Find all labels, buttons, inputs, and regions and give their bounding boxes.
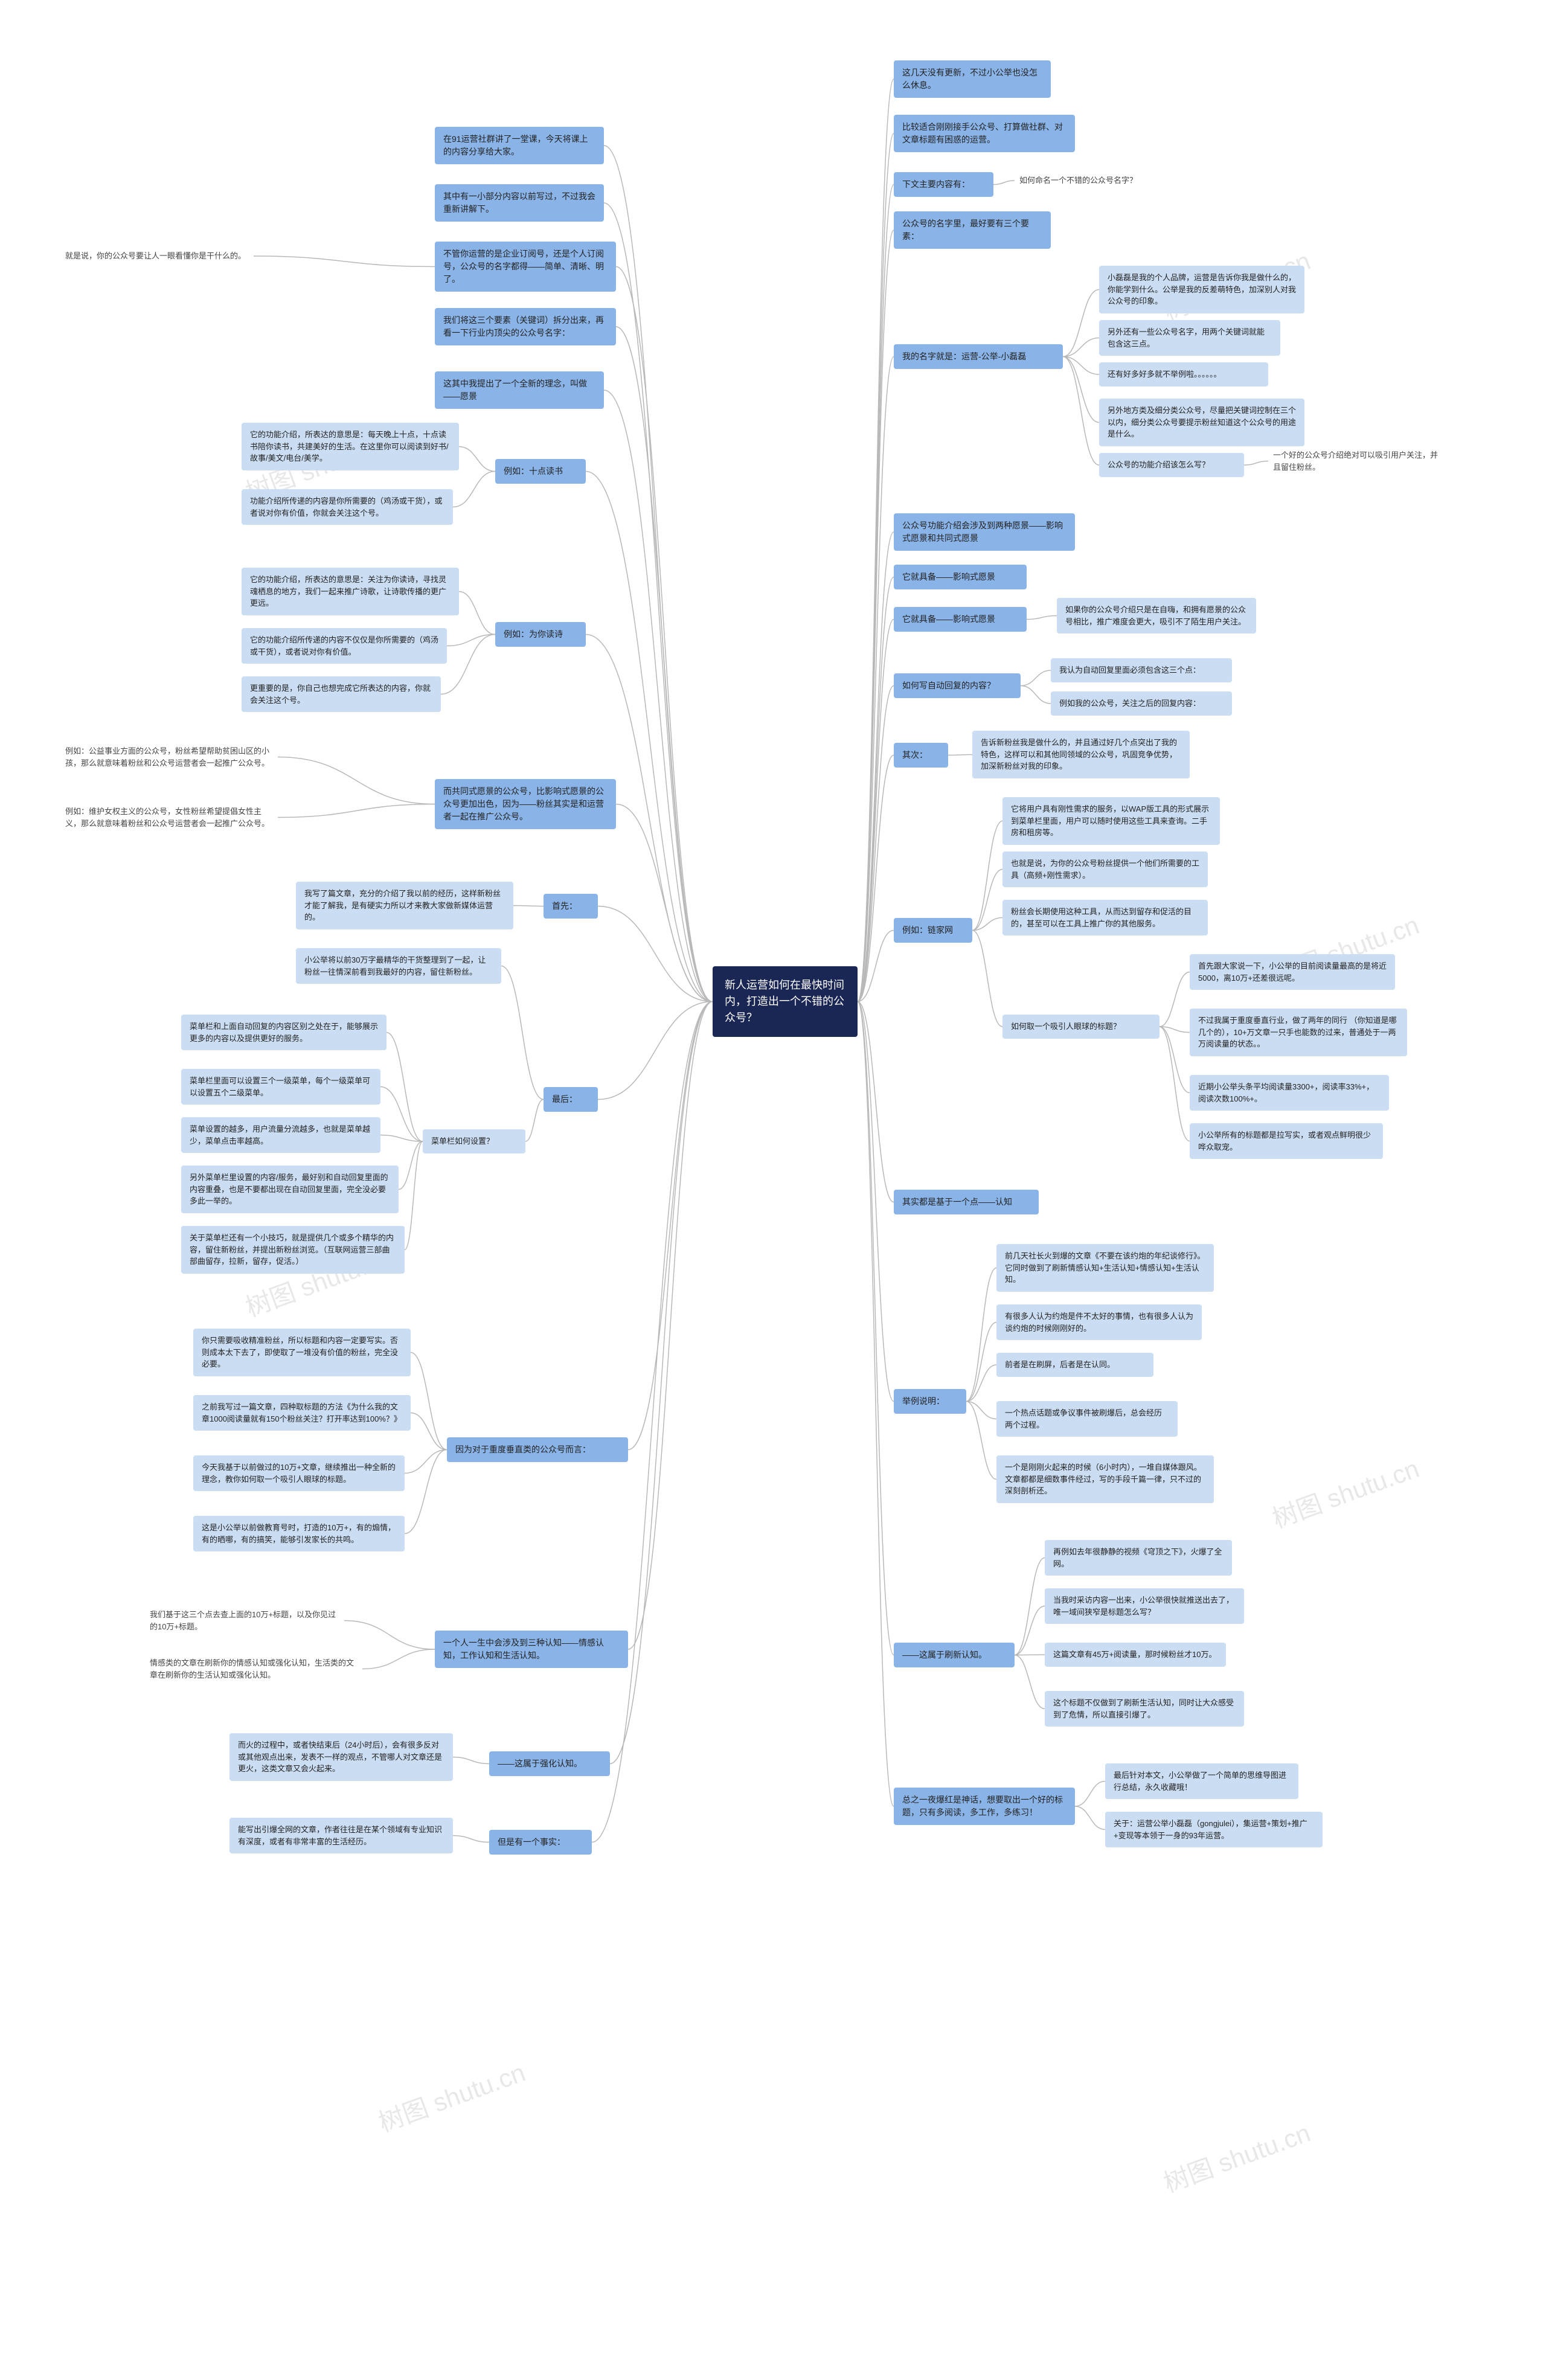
mindmap-node: 但是有一个事实： (489, 1830, 592, 1855)
mindmap-node: 首先跟大家说一下，小公举的目前阅读量最高的是将近5000，离10万+还差很远呢。 (1190, 954, 1395, 990)
mindmap-node: 而火的过程中，或者快结束后（24小时后），会有很多反对或其他观点出来，发表不一样… (229, 1733, 453, 1781)
watermark: 树图 shutu.cn (373, 2052, 530, 2139)
mindmap-node: 其次： (894, 743, 948, 768)
mindmap-node: 如何写自动回复的内容？ (894, 673, 1021, 698)
mindmap-node: 有很多人认为约炮是件不太好的事情，也有很多人认为谈约炮的时候刚刚好的。 (996, 1304, 1202, 1340)
mindmap-canvas: 树图 shutu.cn树图 shutu.cn树图 shutu.cn树图 shut… (12, 24, 1534, 2355)
mindmap-node: 也就是说，为你的公众号粉丝提供一个他们所需要的工具（高频+刚性需求）。 (1002, 852, 1208, 887)
mindmap-node: 能写出引爆全网的文章，作者往往是在某个领域有专业知识有深度，或者有非常丰富的生活… (229, 1818, 453, 1853)
mindmap-node: 粉丝会长期使用这种工具，从而达到留存和促活的目的，甚至可以在工具上推广你的其他服… (1002, 900, 1208, 935)
mindmap-node: 比较适合刚刚接手公众号、打算做社群、对文章标题有困惑的运营。 (894, 115, 1075, 152)
mindmap-node: 一个好的公众号介绍绝对可以吸引用户关注，并且留住粉丝。 (1268, 447, 1449, 475)
mindmap-node: 在91运营社群讲了一堂课，今天将课上的内容分享给大家。 (435, 127, 604, 164)
mindmap-node: 这是小公举以前做教育号时，打造的10万+，有的煽情，有的晒哪，有的搞笑，能够引发… (193, 1516, 405, 1551)
mindmap-node: 我们基于这三个点去查上面的10万+标题，以及你见过的10万+标题。 (145, 1606, 344, 1635)
mindmap-node: 例如：公益事业方面的公众号，粉丝希望帮助贫困山区的小孩，那么就意味着粉丝和公众号… (60, 743, 278, 771)
mindmap-node: 菜单栏如何设置？ (423, 1129, 525, 1153)
mindmap-node: 更重要的是，你自己也想完成它所表达的内容，你就会关注这个号。 (242, 676, 441, 712)
mindmap-node: 小公举所有的标题都是拉写实，或者观点鲜明很少哗众取宠。 (1190, 1123, 1383, 1159)
mindmap-node: 总之一夜爆红是神话，想要取出一个好的标题，只有多阅读，多工作，多练习！ (894, 1788, 1075, 1825)
mindmap-node: 如果你的公众号介绍只是在自嗨，和拥有愿景的公众号相比，推广难度会更大，吸引不了陌… (1057, 598, 1256, 633)
mindmap-node: 这其中我提出了一个全新的理念，叫做——愿景 (435, 371, 604, 409)
mindmap-node: 它的功能介绍，所表达的意思是：关注为你读诗，寻找灵魂栖息的地方，我们一起来推广诗… (242, 568, 459, 615)
mindmap-node: 例如：维护女权主义的公众号，女性粉丝希望提倡女性主义，那么就意味着粉丝和公众号运… (60, 803, 278, 832)
mindmap-node: 公众号的名字里，最好要有三个要素： (894, 211, 1051, 249)
mindmap-node: 小公举将以前30万字最精华的干货整理到了一起，让粉丝一往情深前看到我最好的内容，… (296, 948, 501, 984)
mindmap-node: 另外菜单栏里设置的内容/服务，最好别和自动回复里面的内容重叠，也是不要都出现在自… (181, 1166, 399, 1213)
mindmap-node: 还有好多好多就不举例啦。。。。。。 (1099, 362, 1268, 387)
mindmap-node: 而共同式愿景的公众号，比影响式愿景的公众号更加出色，因为——粉丝其实是和运营者一… (435, 779, 616, 829)
mindmap-node: 例如：十点读书 (495, 459, 586, 484)
mindmap-node: 另外地方类及细分类公众号，尽量把关键词控制在三个以内，细分类公众号要提示粉丝知道… (1099, 399, 1304, 446)
mindmap-node: 功能介绍所传递的内容是你所需要的（鸡汤或干货），或者说对你有价值，你就会关注这个… (242, 489, 453, 525)
mindmap-node: 我写了篇文章，充分的介绍了我以前的经历，这样新粉丝才能了解我，是有硬实力所以才来… (296, 882, 513, 929)
mindmap-node: 菜单设置的越多，用户流量分流越多，也就是菜单越少，菜单点击率越高。 (181, 1117, 380, 1153)
mindmap-node: 例如我的公众号，关注之后的回复内容： (1051, 691, 1232, 716)
mindmap-node: 告诉新粉丝我是做什么的，并且通过好几个点突出了我的特色，这样可以和其他同领域的公… (972, 731, 1190, 778)
mindmap-node: 其实都是基于一个点——认知 (894, 1190, 1039, 1214)
mindmap-node: 下文主要内容有： (894, 172, 993, 197)
center-topic: 新人运营如何在最快时间内，打造出一个不错的公众号？ (713, 966, 858, 1037)
mindmap-node: 另外还有一些公众号名字，用两个关键词就能包含这三点。 (1099, 320, 1280, 356)
mindmap-node: 最后： (544, 1087, 598, 1112)
mindmap-node: ——这属于强化认知。 (489, 1751, 610, 1776)
mindmap-node: 它就具备——影响式愿景 (894, 565, 1027, 589)
mindmap-node: 不管你运营的是企业订阅号，还是个人订阅号，公众号的名字都得——简单、清晰、明了。 (435, 242, 616, 292)
mindmap-node: 如何命名一个不错的公众号名字？ (1015, 172, 1172, 189)
mindmap-node: 如何取一个吸引人眼球的标题？ (1002, 1015, 1160, 1039)
mindmap-node: 这篇文章有45万+阅读量，那时候粉丝才10万。 (1045, 1643, 1226, 1667)
watermark: 树图 shutu.cn (1158, 2112, 1315, 2199)
mindmap-node: 我们将这三个要素（关键词）拆分出来，再看一下行业内顶尖的公众号名字： (435, 308, 616, 345)
mindmap-node: 它将用户具有刚性需求的服务，以WAP版工具的形式展示到菜单栏里面，用户可以随时使… (1002, 797, 1220, 845)
mindmap-node: 一个热点话题或争议事件被刷爆后，总会经历两个过程。 (996, 1401, 1178, 1437)
mindmap-node: 公众号功能介绍会涉及到两种愿景——影响式愿景和共同式愿景 (894, 513, 1075, 551)
mindmap-node: 就是说，你的公众号要让人一眼看懂你是干什么的。 (60, 248, 254, 265)
mindmap-node: 这几天没有更新，不过小公举也没怎么休息。 (894, 60, 1051, 98)
mindmap-node: 一个人一生中会涉及到三种认知——情感认知，工作认知和生活认知。 (435, 1631, 628, 1668)
mindmap-node: 关于：运营公举小磊磊（gongjulei），集运营+策划+推广+变现等本领于一身… (1105, 1812, 1323, 1847)
mindmap-node: 再例如去年很静静的视频《穹顶之下》，火爆了全网。 (1045, 1540, 1232, 1576)
mindmap-node: 它的功能介绍所传递的内容不仅仅是你所需要的（鸡汤或干货），或者说对你有价值。 (242, 628, 447, 664)
mindmap-node: 你只需要吸收精准粉丝，所以标题和内容一定要写实。否则成本太下去了，即使取了一堆没… (193, 1329, 411, 1376)
mindmap-node: 这个标题不仅做到了刷新生活认知，同时让大众感受到了危情，所以直接引爆了。 (1045, 1691, 1244, 1727)
mindmap-node: 关于菜单栏还有一个小技巧，就是提供几个或多个精华的内容，留住新粉丝，并提出新粉丝… (181, 1226, 405, 1274)
mindmap-node: 小磊磊是我的个人品牌，运营是告诉你我是做什么的，你能学到什么。公举是我的反差萌特… (1099, 266, 1304, 313)
mindmap-node: 情感类的文章在刷新你的情感认知或强化认知，生活类的文章在刷新你的生活认知或强化认… (145, 1655, 362, 1683)
mindmap-node: 前几天社长火到爆的文章《不要在该约炮的年纪谈修行》。它同时做到了刷新情感认知+生… (996, 1244, 1214, 1292)
mindmap-node: ——这属于刷新认知。 (894, 1643, 1015, 1667)
mindmap-node: 因为对于重度垂直类的公众号而言： (447, 1437, 628, 1462)
mindmap-node: 前者是在刷屏，后者是在认同。 (996, 1353, 1153, 1377)
mindmap-node: 例如：链家网 (894, 918, 972, 943)
mindmap-node: 它就具备——影响式愿景 (894, 607, 1027, 632)
mindmap-node: 我认为自动回复里面必须包含这三个点： (1051, 658, 1232, 682)
mindmap-node: 最后针对本文，小公举做了一个简单的思维导图进行总结，永久收藏哦！ (1105, 1763, 1298, 1799)
mindmap-node: 一个是刚刚火起来的时候（6小时内），一堆自媒体跟风。文章都都是细数事件经过，写的… (996, 1455, 1214, 1503)
mindmap-node: 例如：为你读诗 (495, 622, 586, 647)
mindmap-node: 举例说明： (894, 1389, 966, 1414)
mindmap-node: 当我时采访内容一出来，小公举很快就推送出去了，唯一域间狭窄是标题怎么写？ (1045, 1588, 1244, 1624)
mindmap-node: 我的名字就是：运营-公举-小磊磊 (894, 344, 1063, 369)
mindmap-node: 今天我基于以前做过的10万+文章，继续推出一种全新的理念，教你如何取一个吸引人眼… (193, 1455, 405, 1491)
mindmap-node: 之前我写过一篇文章，四种取标题的方法《为什么我的文章1000阅读量就有150个粉… (193, 1395, 411, 1431)
mindmap-node: 它的功能介绍，所表达的意思是：每天晚上十点，十点读书陪你读书，共建美好的生活。在… (242, 423, 459, 470)
mindmap-node: 菜单栏里面可以设置三个一级菜单，每个一级菜单可以设置五个二级菜单。 (181, 1069, 380, 1105)
mindmap-node: 首先： (544, 894, 598, 919)
mindmap-node: 公众号的功能介绍该怎么写？ (1099, 453, 1244, 477)
mindmap-node: 菜单栏和上面自动回复的内容区别之处在于，能够展示更多的内容以及提供更好的服务。 (181, 1015, 386, 1050)
mindmap-node: 其中有一小部分内容以前写过，不过我会重新讲解下。 (435, 184, 604, 222)
watermark: 树图 shutu.cn (1266, 1448, 1423, 1535)
mindmap-node: 不过我属于重度垂直行业，做了两年的同行 （你知道是哪几个的），10+万文章一只手… (1190, 1009, 1407, 1056)
mindmap-node: 近期小公举头条平均阅读量3300+，阅读率33%+，阅读次数100%+。 (1190, 1075, 1389, 1111)
